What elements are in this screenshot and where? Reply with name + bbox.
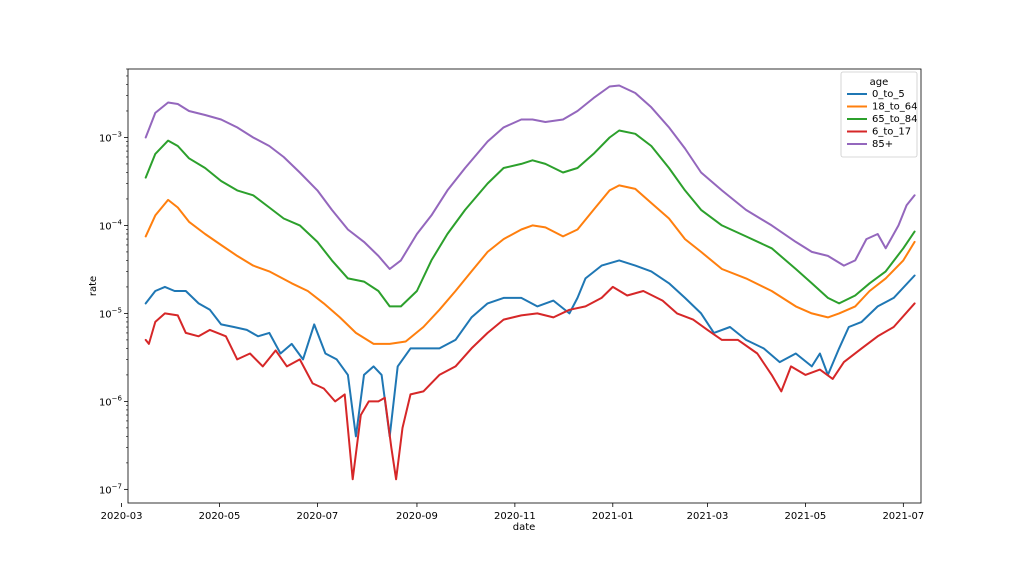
x-tick-label: 2021-01 [592, 511, 634, 522]
y-tick-label: 10−6 [99, 394, 123, 408]
x-tick-label: 2020-11 [494, 511, 536, 522]
x-tick-label: 2020-05 [199, 511, 241, 522]
y-tick-label: 10−4 [99, 218, 123, 232]
legend-label: 18_to_64 [872, 102, 918, 113]
series-line-1 [144, 184, 916, 345]
x-tick-label: 2020-07 [297, 511, 339, 522]
legend-title: age [870, 77, 889, 88]
series-line-2 [144, 129, 916, 308]
x-axis: 2020-03 2020-05 2020-07 2020-09 2020-11 2021-… [101, 503, 924, 522]
plot-lines [144, 84, 916, 481]
x-tick-label: 2021-05 [785, 511, 827, 522]
y-tick-label: 10−3 [99, 130, 122, 144]
series-line-4 [144, 84, 916, 270]
x-tick-label: 2021-03 [687, 511, 729, 522]
legend-label: 0_to_5 [872, 89, 905, 100]
y-tick-label: 10−7 [99, 482, 122, 496]
legend-label: 6_to_17 [872, 127, 911, 138]
y-tick-label: 10−5 [99, 306, 122, 320]
legend-label: 65_to_84 [872, 114, 918, 125]
legend-label: 85+ [872, 139, 893, 150]
x-tick-label: 2020-09 [396, 511, 438, 522]
x-tick-label: 2021-07 [882, 511, 924, 522]
plot-frame [127, 68, 922, 504]
series-line-0 [144, 259, 916, 438]
y-axis-label: rate [88, 276, 99, 296]
x-tick-label: 2020-03 [101, 511, 143, 522]
y-axis: 10−7 10−6 10−5 10−4 10−3 [99, 68, 128, 496]
series-line-3 [144, 285, 916, 481]
x-axis-label: date [513, 522, 536, 533]
